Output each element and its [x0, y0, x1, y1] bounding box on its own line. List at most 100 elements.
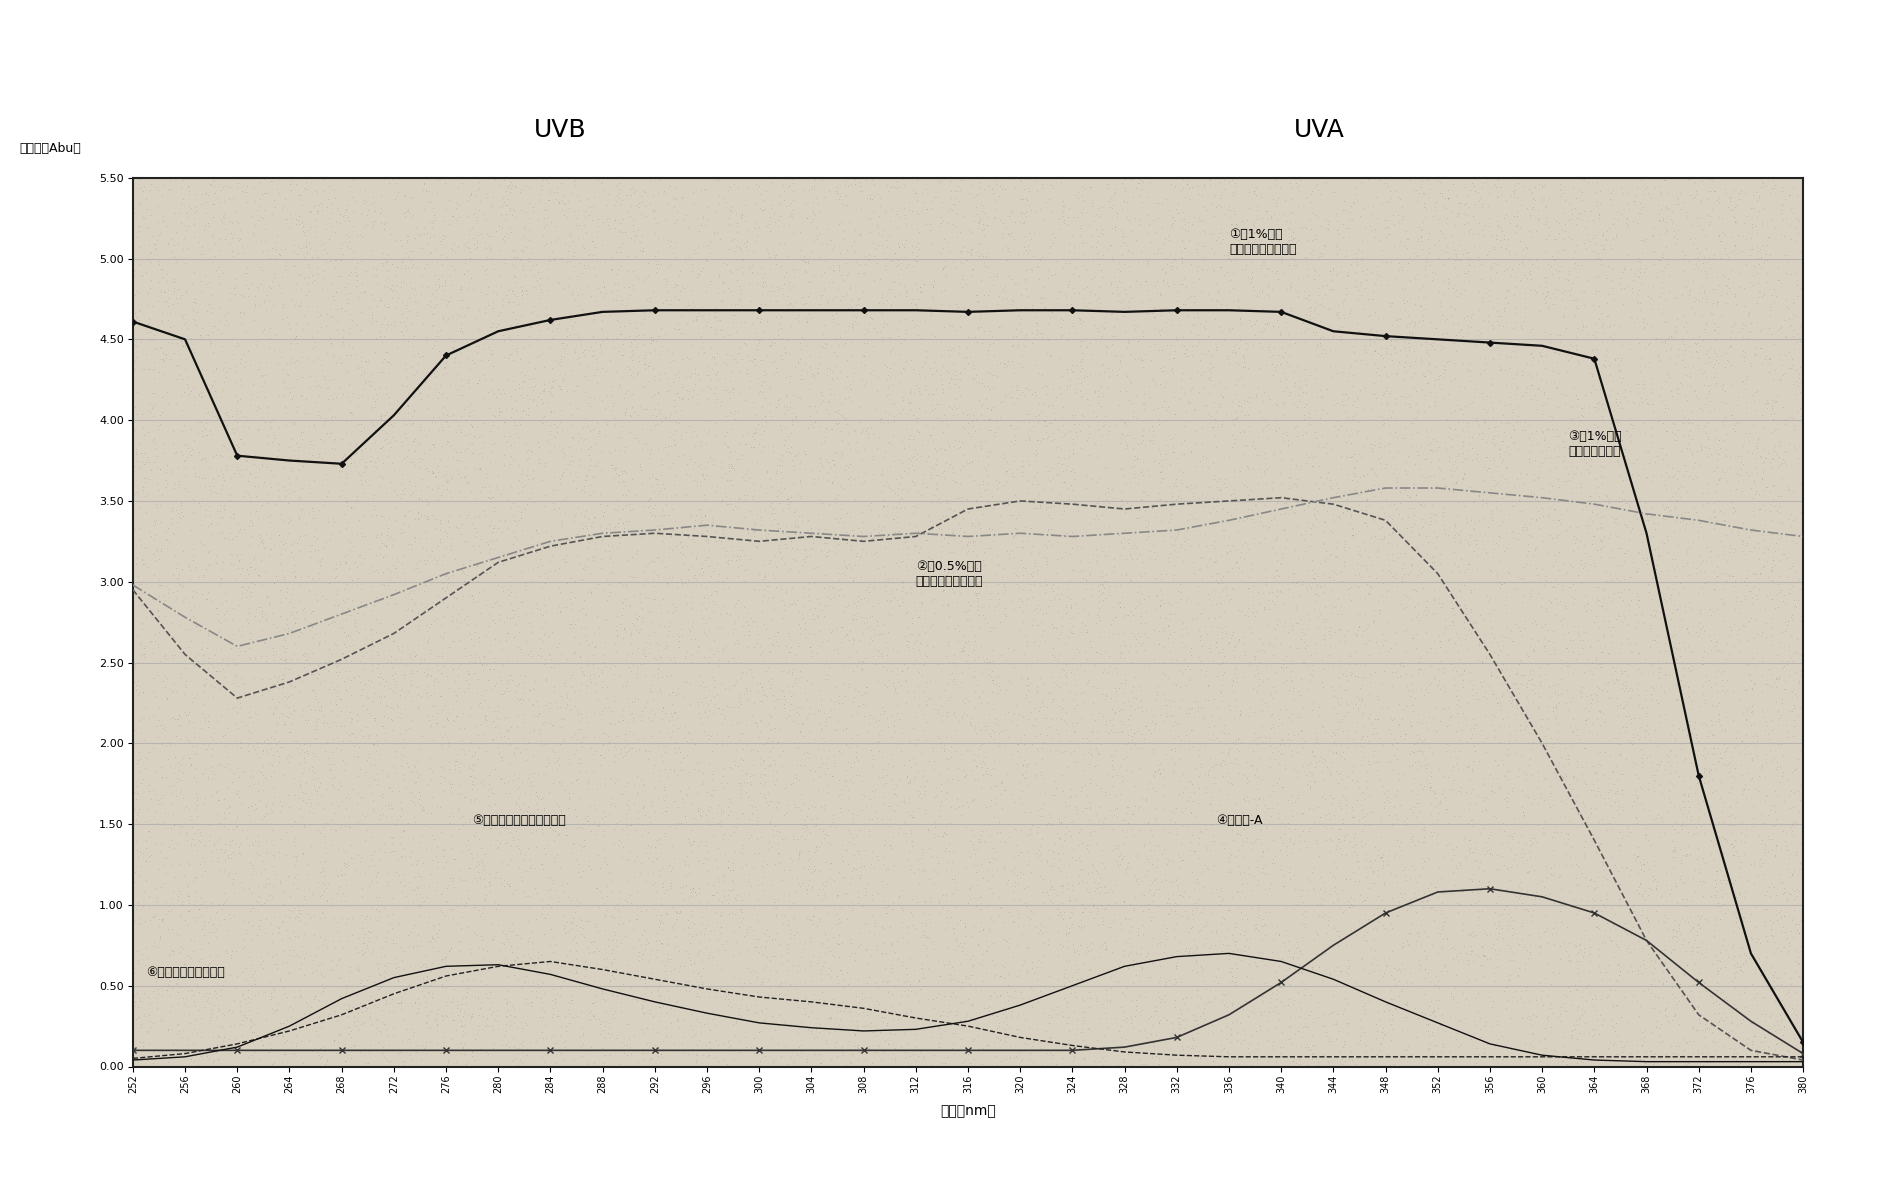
- Point: [1177, 610, 1207, 629]
- Point: [1562, 518, 1592, 537]
- Point: [848, 1003, 879, 1021]
- Point: [634, 491, 664, 510]
- Point: [871, 774, 902, 793]
- Point: [1532, 293, 1562, 312]
- Point: [1313, 910, 1344, 929]
- Point: [1627, 602, 1657, 621]
- Point: [1756, 925, 1786, 944]
- Point: [746, 376, 776, 395]
- Point: [1558, 594, 1589, 613]
- Point: [1232, 930, 1262, 949]
- Point: [1444, 399, 1475, 418]
- Point: [679, 453, 710, 472]
- Point: [915, 690, 945, 709]
- Point: [1720, 409, 1750, 428]
- Point: [981, 788, 1012, 807]
- Point: [1088, 854, 1118, 873]
- Point: [342, 603, 372, 622]
- Point: [1606, 890, 1636, 909]
- Point: [1562, 299, 1592, 318]
- Point: [1255, 635, 1285, 654]
- Point: [666, 814, 697, 833]
- Point: [1499, 924, 1530, 943]
- Point: [277, 430, 307, 449]
- Point: [1613, 706, 1644, 725]
- Point: [981, 174, 1012, 193]
- Point: [1143, 546, 1173, 565]
- Point: [171, 479, 201, 498]
- Point: [1566, 764, 1596, 783]
- Point: [1325, 1042, 1355, 1061]
- Point: [1416, 795, 1446, 814]
- Point: [171, 620, 201, 639]
- Point: [1649, 332, 1680, 351]
- Point: [1061, 801, 1091, 820]
- Point: [1065, 226, 1095, 245]
- Point: [1198, 652, 1228, 671]
- Point: [909, 861, 940, 880]
- Point: [1429, 228, 1460, 246]
- Point: [1416, 363, 1446, 382]
- Point: [315, 385, 345, 404]
- Point: [924, 1035, 955, 1053]
- Point: [721, 551, 752, 570]
- Point: [1249, 529, 1279, 547]
- Point: [738, 350, 769, 369]
- Point: [254, 277, 285, 296]
- Point: [945, 1030, 976, 1049]
- Point: [419, 491, 450, 510]
- Point: [370, 991, 400, 1010]
- Point: [1750, 1031, 1780, 1050]
- Point: [1651, 212, 1682, 231]
- Point: [1718, 498, 1748, 517]
- Point: [473, 1016, 503, 1035]
- Point: [1330, 827, 1361, 846]
- Point: [879, 942, 909, 961]
- Point: [1355, 576, 1386, 595]
- Point: [812, 758, 843, 777]
- Point: [1283, 639, 1313, 658]
- Point: [201, 409, 232, 428]
- Point: [1401, 245, 1431, 264]
- Point: [262, 955, 292, 974]
- Point: [642, 924, 672, 943]
- Point: [552, 1000, 583, 1019]
- Point: [1494, 414, 1524, 433]
- Point: [1074, 177, 1105, 196]
- Point: [1266, 730, 1296, 749]
- Point: [201, 184, 232, 203]
- Point: [1408, 898, 1439, 917]
- Point: [1152, 918, 1182, 937]
- Point: [416, 213, 446, 232]
- Point: [1699, 579, 1729, 598]
- Point: [359, 769, 389, 788]
- Point: [824, 570, 854, 589]
- Point: [1241, 185, 1272, 204]
- Point: [594, 732, 624, 751]
- Point: [890, 1043, 921, 1062]
- Point: [1773, 245, 1803, 264]
- Point: [1378, 403, 1408, 422]
- Point: [1108, 770, 1139, 789]
- Point: [364, 840, 395, 859]
- Point: [216, 224, 247, 243]
- Point: [220, 269, 251, 288]
- Point: [501, 675, 531, 694]
- Point: [1294, 776, 1325, 795]
- Point: [1517, 1025, 1547, 1044]
- Point: [1296, 193, 1327, 212]
- Point: [1332, 1013, 1363, 1032]
- Point: [330, 651, 361, 670]
- Point: [1059, 723, 1089, 742]
- Point: [140, 178, 171, 197]
- Point: [135, 461, 165, 480]
- Point: [653, 950, 683, 969]
- Point: [902, 421, 932, 440]
- Point: [1258, 1039, 1289, 1058]
- Point: [1293, 289, 1323, 308]
- Point: [1308, 969, 1338, 988]
- Point: [340, 345, 370, 364]
- Point: [1625, 697, 1655, 716]
- Point: [809, 800, 839, 819]
- Point: [509, 402, 539, 421]
